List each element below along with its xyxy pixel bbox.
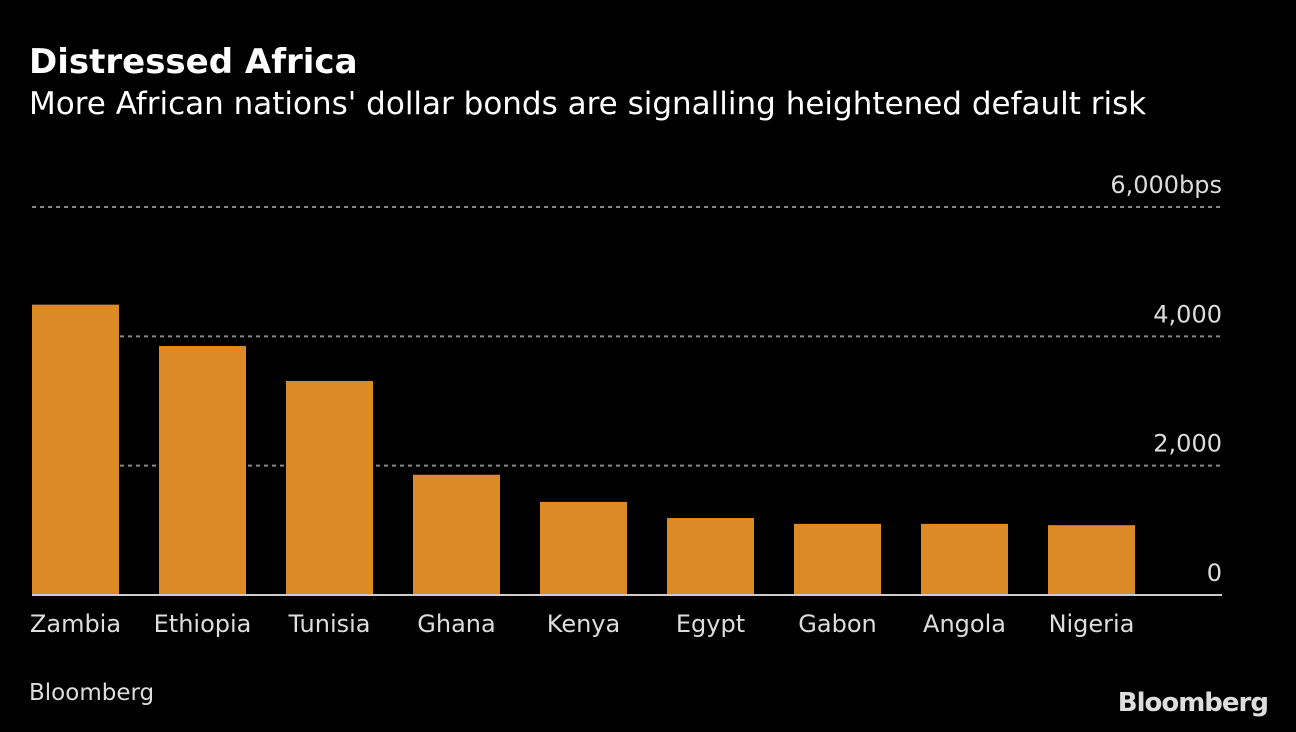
x-tick-label: Zambia xyxy=(30,610,121,638)
bar-tunisia xyxy=(286,380,373,595)
y-tick-label: 0 xyxy=(1207,559,1222,587)
bar-kenya xyxy=(540,501,627,595)
chart-subtitle: More African nations' dollar bonds are s… xyxy=(29,86,1147,122)
bar-egypt xyxy=(667,518,754,595)
y-tick-label: 2,000 xyxy=(1153,430,1222,458)
x-tick-label: Ethiopia xyxy=(154,610,252,638)
x-tick-label: Angola xyxy=(923,610,1006,638)
bar-zambia xyxy=(32,304,119,595)
bloomberg-logo: Bloomberg xyxy=(1117,688,1269,718)
bar-ethiopia xyxy=(159,346,246,595)
x-tick-label: Kenya xyxy=(547,610,620,638)
x-tick-label: Tunisia xyxy=(288,610,371,638)
x-tick-label: Egypt xyxy=(676,610,745,638)
x-tick-label: Gabon xyxy=(798,610,876,638)
y-tick-label: 4,000 xyxy=(1153,300,1222,328)
bar-nigeria xyxy=(1048,525,1135,595)
x-tick-label: Nigeria xyxy=(1049,610,1135,638)
chart-title: Distressed Africa xyxy=(29,42,358,82)
bar-angola xyxy=(921,523,1008,595)
bar-ghana xyxy=(413,474,500,595)
y-tick-label: 6,000bps xyxy=(1110,171,1222,199)
bar-gabon xyxy=(794,523,881,595)
x-tick-label: Ghana xyxy=(417,610,495,638)
source-note: Bloomberg xyxy=(29,680,155,706)
